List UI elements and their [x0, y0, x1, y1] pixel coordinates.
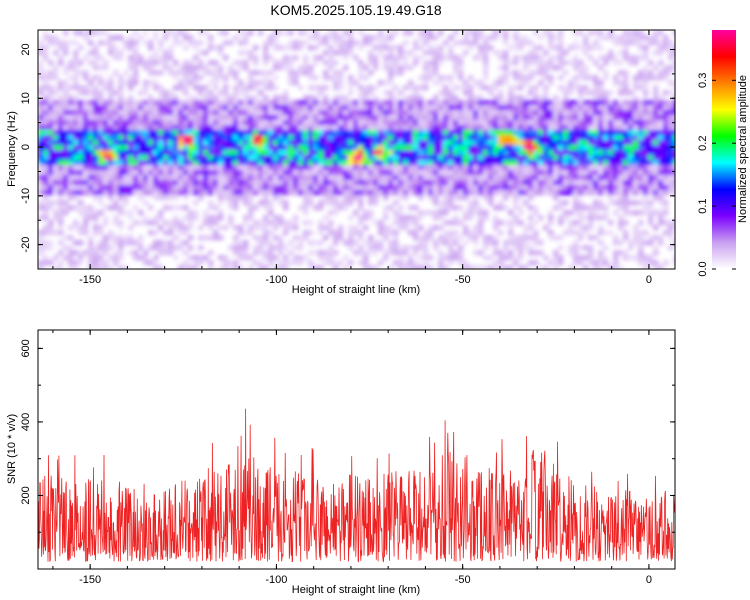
- y-tick-label: 200: [20, 486, 32, 504]
- spectrogram-xlabel: Height of straight line (km): [292, 284, 420, 296]
- x-tick-label: -100: [265, 574, 287, 586]
- x-tick-label: -50: [455, 574, 471, 586]
- x-tick-label: -150: [79, 574, 101, 586]
- y-tick-label: 400: [20, 413, 32, 431]
- colorbar-tick-label: 0.2: [697, 136, 709, 151]
- spectrogram-heatmap: [38, 30, 675, 269]
- y-tick-label: 10: [20, 92, 32, 104]
- colorbar-ticks: 0.0 0.1 0.2 0.3: [697, 73, 736, 277]
- colorbar-tick-label: 0.1: [697, 198, 709, 213]
- x-tick-label: -50: [455, 274, 471, 286]
- x-tick-label: 0: [646, 574, 652, 586]
- snr-panel: -150 -100 -50 0 200 400 600 Height of straight…: [6, 329, 676, 596]
- snr-series-line: [38, 408, 675, 563]
- y-tick-label: 20: [20, 43, 32, 55]
- snr-frame: [37, 329, 676, 570]
- x-tick-label: -150: [79, 274, 101, 286]
- colorbar-label: Normalized spectral amplitude: [737, 75, 749, 223]
- snr-xlabel: Height of straight line (km): [292, 584, 420, 596]
- snr-axes: -150 -100 -50 0 200 400 600: [20, 330, 675, 586]
- y-tick-label: 0: [20, 144, 32, 150]
- colorbar-tick-label: 0.3: [697, 73, 709, 88]
- colorbar-scale: [712, 30, 736, 269]
- spectrogram-ylabel: Frequency (Hz): [6, 111, 18, 187]
- colorbar: 0.0 0.1 0.2 0.3 Normalized spectral amplitu…: [697, 30, 749, 277]
- y-tick-label: -20: [20, 237, 32, 253]
- x-tick-label: -100: [265, 274, 287, 286]
- y-tick-label: 600: [20, 339, 32, 357]
- figure-title: KOM5.2025.105.19.49.G18: [270, 2, 441, 18]
- colorbar-tick-label: 0.0: [697, 261, 709, 276]
- y-tick-label: -10: [20, 188, 32, 204]
- x-tick-label: 0: [646, 274, 652, 286]
- snr-ylabel: SNR (10 * v/v): [6, 414, 18, 484]
- spectrogram-frame: [37, 29, 676, 270]
